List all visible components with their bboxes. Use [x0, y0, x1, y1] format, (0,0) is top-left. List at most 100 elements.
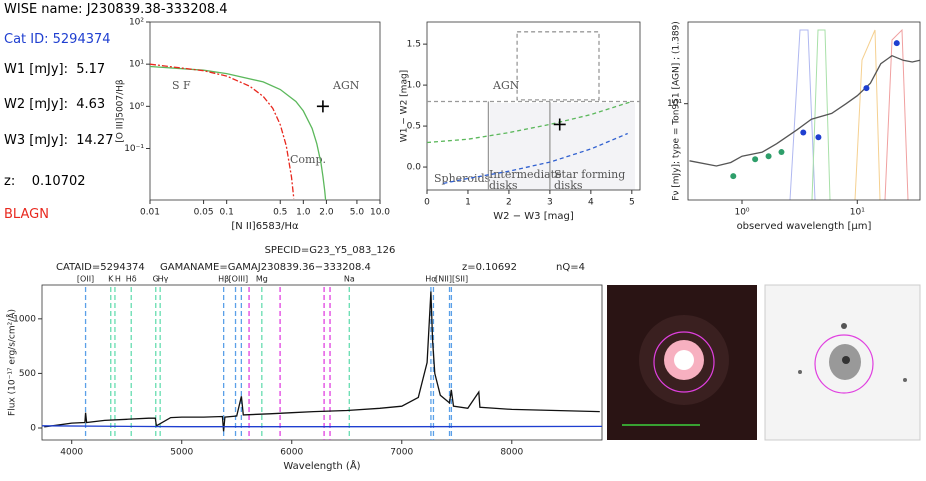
y-tick-label: 10⁻¹: [124, 144, 144, 154]
line-label: Hδ: [126, 275, 137, 284]
y-tick-label: 10¹: [129, 60, 144, 70]
annotation: disks: [489, 179, 518, 192]
data-line: [149, 63, 295, 199]
y-tick-label: 1.5: [407, 40, 421, 50]
line-label: Hγ: [158, 275, 169, 284]
galaxy-center: [842, 356, 850, 364]
data-line: [443, 132, 628, 185]
y-tick-label: 1.0: [407, 81, 422, 91]
w3: W3 [mJy]: 14.27: [4, 133, 113, 148]
label: WISE name:: [4, 2, 83, 17]
annotation: AGN: [332, 79, 360, 92]
y-tick-label: 0.5: [407, 122, 421, 132]
y-axis-label: W1 − W2 [mag]: [400, 70, 410, 142]
x-tick-label: 1: [465, 198, 471, 208]
annotation: disks: [554, 179, 583, 192]
y-tick-label: 1000: [13, 314, 36, 324]
data-line: [689, 54, 921, 167]
y-tick-label: 10⁰: [129, 102, 144, 112]
x-tick-label: 0.1: [220, 208, 234, 218]
x-tick-label: 8000: [500, 448, 523, 458]
line-label: G: [153, 275, 159, 284]
line-label: Mg: [256, 275, 268, 284]
spectrum-title: SPECID=G23_Y5_083_126: [265, 245, 396, 256]
plot-frame: [149, 21, 381, 201]
region: [490, 103, 635, 190]
value: 4.63: [76, 97, 106, 112]
annotation: Comp.: [290, 153, 326, 166]
filter-curve: [884, 28, 909, 201]
info-panel: WISE name: J230839.38-333208.4 Cat ID: 5…: [0, 0, 228, 240]
y-axis-label: [O III]5007/Hβ: [116, 79, 126, 143]
spectrum-header: CATAID=5294374: [56, 262, 145, 273]
line-label: Na: [344, 275, 355, 284]
annotation: S F: [172, 79, 191, 92]
data-line: [149, 65, 327, 201]
filter-curve: [789, 29, 816, 201]
plot-frame: [426, 21, 641, 191]
x-tick-label: 0.5: [273, 208, 287, 218]
data-point: [765, 153, 772, 160]
data-line: [41, 425, 603, 428]
annotation: Spheroids: [434, 172, 491, 185]
y-tick-label: 0: [30, 423, 36, 433]
data-point: [752, 156, 759, 163]
line-label: K: [108, 275, 114, 284]
plot-frame: [687, 21, 921, 201]
x-tick-label: 0.01: [140, 208, 160, 218]
x-tick-label: 0: [424, 198, 430, 208]
x-axis-label: [N II]6583/Hα: [231, 221, 299, 232]
data-point: [553, 118, 566, 131]
data-point: [800, 129, 807, 136]
star: [841, 323, 847, 329]
x-axis-label: observed wavelength [μm]: [737, 221, 872, 232]
x-tick-label: 0.05: [194, 208, 214, 218]
y-tick-label: 0.0: [407, 163, 422, 173]
x-tick-label: 4: [588, 198, 594, 208]
x-tick-label: 5000: [170, 448, 193, 458]
value: 0.10702: [31, 174, 86, 189]
value: 5.17: [76, 62, 106, 77]
galaxy-center: [674, 350, 694, 370]
data-line: [516, 31, 600, 101]
star: [903, 378, 907, 382]
x-tick-label: 10¹: [850, 208, 865, 218]
data-point: [730, 173, 737, 180]
line-label: H: [115, 275, 121, 284]
y-tick-label: 500: [19, 369, 36, 379]
x-tick-label: 5.0: [350, 208, 365, 218]
x-axis-label: Wavelength (Å): [283, 459, 360, 472]
y-axis-label: Flux (10⁻¹⁷ erg/s/cm²/Å): [6, 309, 18, 416]
x-tick-label: 3: [547, 198, 553, 208]
redshift: z: 0.10702: [4, 174, 86, 189]
x-tick-label: 6000: [280, 448, 303, 458]
x-tick-label: 4000: [60, 448, 83, 458]
line-label: Hβ: [218, 275, 229, 284]
data-point: [778, 149, 785, 156]
data-point: [815, 134, 822, 141]
line-label: Hα: [425, 275, 436, 284]
x-tick-label: 7000: [390, 448, 413, 458]
w2: W2 [mJy]: 4.63: [4, 97, 105, 112]
x-tick-label: 5: [629, 198, 635, 208]
y-tick-label: 10¹: [667, 99, 682, 109]
x-tick-label: 2.0: [319, 208, 334, 218]
spectrum-header: z=0.10692: [462, 262, 517, 273]
label: Cat ID:: [4, 32, 49, 47]
y-axis-label: Fν [mJy]; type = Ton951 [AGN] ; (1.389): [672, 21, 682, 201]
cat-id: Cat ID: 5294374: [4, 32, 111, 47]
data-point: [863, 85, 870, 92]
value: J230839.38-333208.4: [86, 2, 228, 17]
line-label: [NII]: [435, 275, 452, 284]
x-axis-label: W2 − W3 [mag]: [493, 211, 574, 222]
label: z:: [4, 174, 16, 189]
w1: W1 [mJy]: 5.17: [4, 62, 105, 77]
line-label: [OIII]: [229, 275, 249, 284]
y-tick-label: 10²: [129, 18, 144, 28]
data-line: [44, 291, 600, 432]
annotation: AGN: [492, 79, 520, 92]
x-tick-label: 10⁰: [734, 208, 749, 218]
wise-name: WISE name: J230839.38-333208.4: [4, 2, 228, 17]
